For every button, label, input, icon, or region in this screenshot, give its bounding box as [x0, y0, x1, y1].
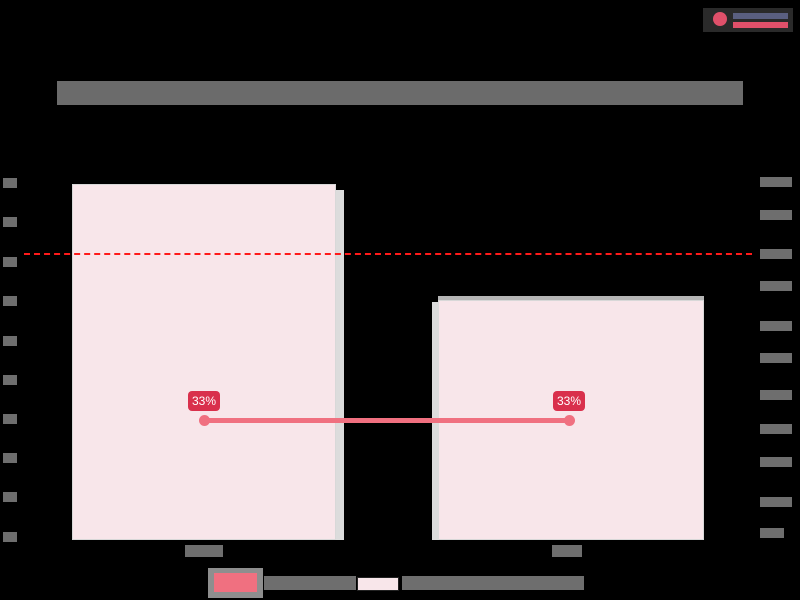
right-tick-label — [760, 281, 792, 291]
bar-top-edge — [438, 296, 704, 300]
line-series — [205, 418, 570, 423]
legend-label-2[interactable] — [402, 576, 584, 590]
left-tick-label — [3, 178, 17, 188]
line-point-2[interactable] — [564, 415, 575, 426]
legend-label-1[interactable] — [264, 576, 356, 590]
left-tick-label — [3, 296, 17, 306]
logo-text-top — [733, 13, 788, 19]
bar-shadow — [336, 190, 344, 540]
right-tick-label — [760, 424, 792, 434]
left-tick-label — [3, 375, 17, 385]
left-tick-label — [3, 257, 17, 267]
data-label-1: 33% — [188, 391, 221, 411]
reference-line — [24, 253, 752, 255]
x-label-1 — [185, 545, 223, 557]
right-tick-label — [760, 249, 792, 259]
logo-text-bottom — [733, 22, 788, 28]
x-label-2 — [552, 545, 582, 557]
right-tick-label — [760, 497, 792, 507]
brand-logo — [703, 8, 793, 32]
data-label-2: 33% — [553, 391, 586, 411]
right-tick-label — [760, 528, 784, 538]
left-tick-label — [3, 336, 17, 346]
right-tick-label — [760, 353, 792, 363]
right-tick-label — [760, 321, 792, 331]
right-tick-label — [760, 177, 792, 187]
left-tick-label — [3, 492, 17, 502]
legend-swatch-bar[interactable] — [357, 577, 399, 591]
left-tick-label — [3, 217, 17, 227]
right-tick-label — [760, 457, 792, 467]
right-tick-label — [760, 390, 792, 400]
left-tick-label — [3, 453, 17, 463]
logo-icon — [713, 12, 727, 26]
line-point-1[interactable] — [199, 415, 210, 426]
chart-title — [57, 81, 743, 105]
left-tick-label — [3, 414, 17, 424]
bar-category-1[interactable] — [72, 184, 336, 540]
legend-swatch-line[interactable] — [208, 568, 263, 598]
left-tick-label — [3, 532, 17, 542]
right-tick-label — [760, 210, 792, 220]
